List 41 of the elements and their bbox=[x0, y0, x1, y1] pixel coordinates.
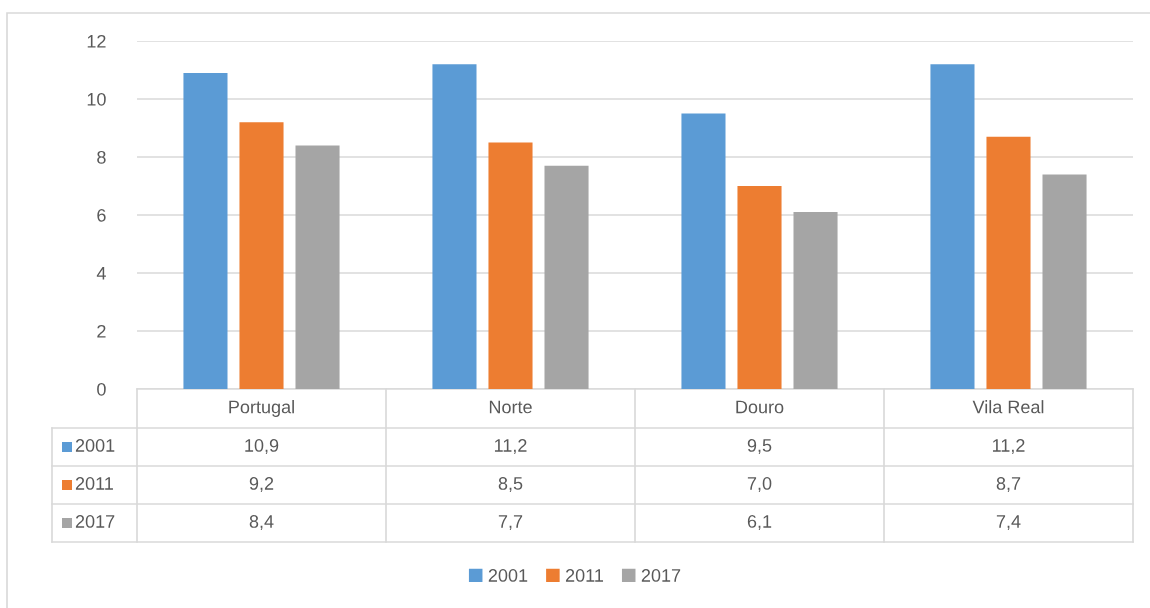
data-label: 9,2 bbox=[249, 477, 274, 492]
bar bbox=[793, 212, 838, 389]
y-tick-label: 4 bbox=[96, 267, 106, 280]
data-label: 10,9 bbox=[245, 439, 279, 454]
y-tick-label: 6 bbox=[97, 208, 106, 222]
text: 2017 bbox=[75, 515, 115, 528]
legend-label: 2011 bbox=[75, 477, 113, 490]
legend-label: 2017 bbox=[641, 569, 681, 582]
bar bbox=[239, 122, 284, 389]
bar bbox=[488, 142, 533, 389]
x-tick-label: Douro bbox=[736, 400, 784, 414]
data-label: 8,7 bbox=[996, 477, 1021, 492]
data-label: 8,4 bbox=[249, 515, 274, 530]
text: 2001 bbox=[488, 569, 528, 582]
bar bbox=[681, 113, 726, 389]
data-label: 11,2 bbox=[494, 439, 527, 454]
bar bbox=[1042, 174, 1087, 389]
data-label: 9,5 bbox=[747, 439, 772, 454]
bar bbox=[295, 145, 340, 389]
data-label: 7,7 bbox=[498, 515, 523, 530]
bar bbox=[183, 72, 228, 389]
data-label: 6,1 bbox=[747, 515, 772, 530]
y-tick-label: 12 bbox=[87, 34, 106, 48]
data-label: 11,2 bbox=[992, 439, 1025, 454]
data-label: 8,5 bbox=[498, 477, 523, 492]
y-tick-label: 10 bbox=[87, 92, 106, 106]
bar bbox=[930, 64, 975, 389]
x-tick-label: Portugal bbox=[229, 400, 294, 417]
data-label: 7,4 bbox=[996, 515, 1021, 530]
bar bbox=[432, 64, 477, 389]
bar bbox=[737, 186, 782, 389]
data-label: 7,0 bbox=[747, 477, 772, 492]
y-tick-label: 2 bbox=[97, 324, 106, 338]
x-tick-label: Vila Real bbox=[972, 400, 1044, 414]
legend-label: 2001 bbox=[75, 439, 115, 452]
text: 2011 bbox=[565, 569, 604, 582]
y-tick-label: 0 bbox=[97, 382, 106, 396]
bar bbox=[544, 165, 589, 389]
x-tick-label: Norte bbox=[489, 400, 532, 414]
y-tick-label: 8 bbox=[97, 150, 106, 164]
bar bbox=[986, 136, 1031, 389]
